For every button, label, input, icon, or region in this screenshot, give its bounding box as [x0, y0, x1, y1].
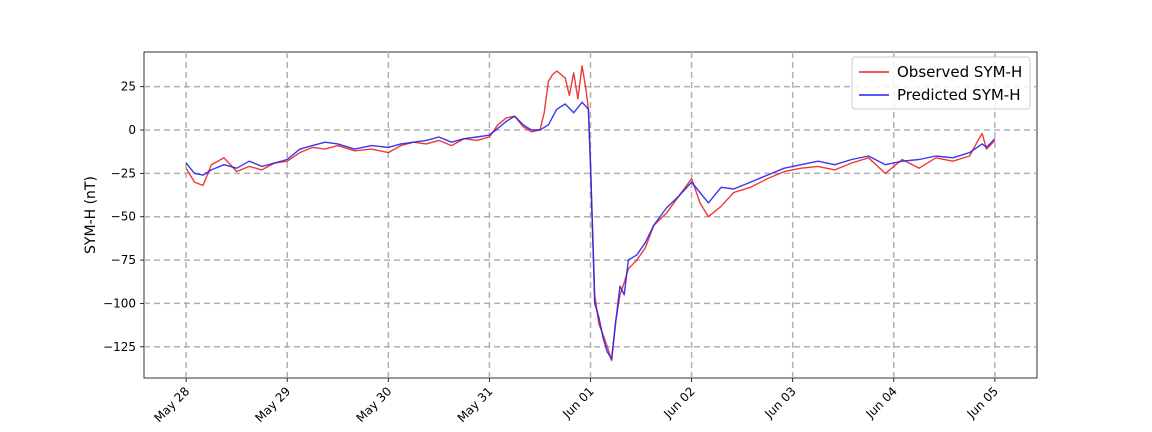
y-tick-label: 0	[128, 123, 136, 137]
legend-box	[851, 56, 1031, 110]
y-axis-ticks: 25 0 −25 −50 −75 −100 −125	[103, 80, 144, 354]
y-tick-label: −25	[111, 166, 136, 180]
x-tick-label: Jun 02	[660, 384, 697, 421]
x-tick-label: May 28	[151, 384, 192, 425]
y-tick-label: −75	[111, 253, 136, 267]
legend-label-predicted: Predicted SYM-H	[897, 86, 1021, 104]
x-tick-label: Jun 05	[964, 384, 1001, 421]
y-tick-label: −50	[111, 210, 136, 224]
y-axis-label: SYM-H (nT)	[83, 176, 99, 254]
predicted-series-line	[185, 101, 996, 360]
y-tick-label: −125	[103, 340, 136, 354]
y-tick-label: 25	[121, 80, 136, 94]
x-tick-label: May 31	[455, 384, 496, 425]
x-tick-label: Jun 01	[559, 384, 596, 421]
x-tick-label: Jun 04	[863, 384, 900, 421]
y-tick-label: −100	[103, 296, 136, 310]
legend-label-observed: Observed SYM-H	[897, 63, 1022, 81]
series-lines	[185, 65, 996, 362]
x-tick-label: May 29	[252, 384, 293, 425]
observed-series-line	[185, 65, 996, 362]
x-axis-ticks: May 28 May 29 May 30 May 31 Jun 01 Jun 02 Jun …	[151, 378, 1001, 425]
x-tick-label: May 30	[353, 384, 394, 425]
legend: Observed SYM-H Predicted SYM-H	[851, 56, 1031, 110]
x-tick-label: Jun 03	[761, 384, 798, 421]
